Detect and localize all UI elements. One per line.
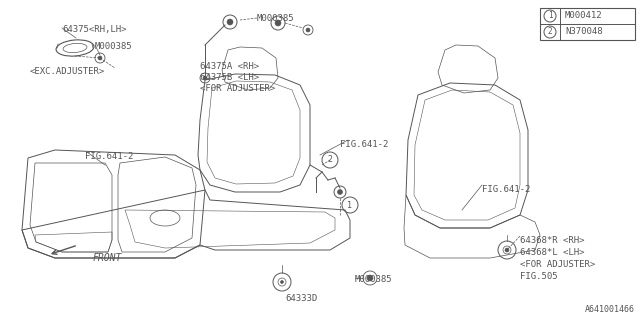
Text: A641001466: A641001466 bbox=[585, 305, 635, 314]
Text: 2: 2 bbox=[328, 156, 333, 164]
Text: 64375A <RH>: 64375A <RH> bbox=[200, 62, 259, 71]
Circle shape bbox=[505, 248, 509, 252]
Text: <FOR ADJUSTER>: <FOR ADJUSTER> bbox=[200, 84, 275, 93]
Text: N370048: N370048 bbox=[565, 28, 603, 36]
Circle shape bbox=[227, 19, 233, 25]
Circle shape bbox=[98, 56, 102, 60]
Text: 1: 1 bbox=[348, 201, 353, 210]
Circle shape bbox=[367, 275, 373, 281]
Text: <EXC.ADJUSTER>: <EXC.ADJUSTER> bbox=[30, 67, 105, 76]
Text: 64368*L <LH>: 64368*L <LH> bbox=[520, 248, 584, 257]
Bar bbox=[540, 8, 635, 40]
Circle shape bbox=[280, 281, 284, 284]
Text: 1: 1 bbox=[548, 12, 552, 20]
Text: FRONT: FRONT bbox=[93, 253, 122, 263]
Circle shape bbox=[337, 189, 342, 195]
Text: FIG.641-2: FIG.641-2 bbox=[85, 152, 133, 161]
Text: 64375<RH,LH>: 64375<RH,LH> bbox=[62, 25, 127, 34]
Circle shape bbox=[275, 20, 281, 26]
Circle shape bbox=[203, 76, 207, 80]
Text: FIG.641-2: FIG.641-2 bbox=[340, 140, 388, 149]
Text: FIG.641-2: FIG.641-2 bbox=[482, 185, 531, 194]
Text: <FOR ADJUSTER>: <FOR ADJUSTER> bbox=[520, 260, 595, 269]
Text: 64333D: 64333D bbox=[285, 294, 317, 303]
Text: 64375B <LH>: 64375B <LH> bbox=[200, 73, 259, 82]
Text: M000385: M000385 bbox=[257, 14, 294, 23]
Text: FIG.505: FIG.505 bbox=[520, 272, 557, 281]
Text: 64368*R <RH>: 64368*R <RH> bbox=[520, 236, 584, 245]
Text: M000385: M000385 bbox=[355, 275, 392, 284]
Text: M000412: M000412 bbox=[565, 12, 603, 20]
Circle shape bbox=[306, 28, 310, 32]
Text: M000385: M000385 bbox=[95, 42, 132, 51]
Text: 2: 2 bbox=[548, 28, 552, 36]
